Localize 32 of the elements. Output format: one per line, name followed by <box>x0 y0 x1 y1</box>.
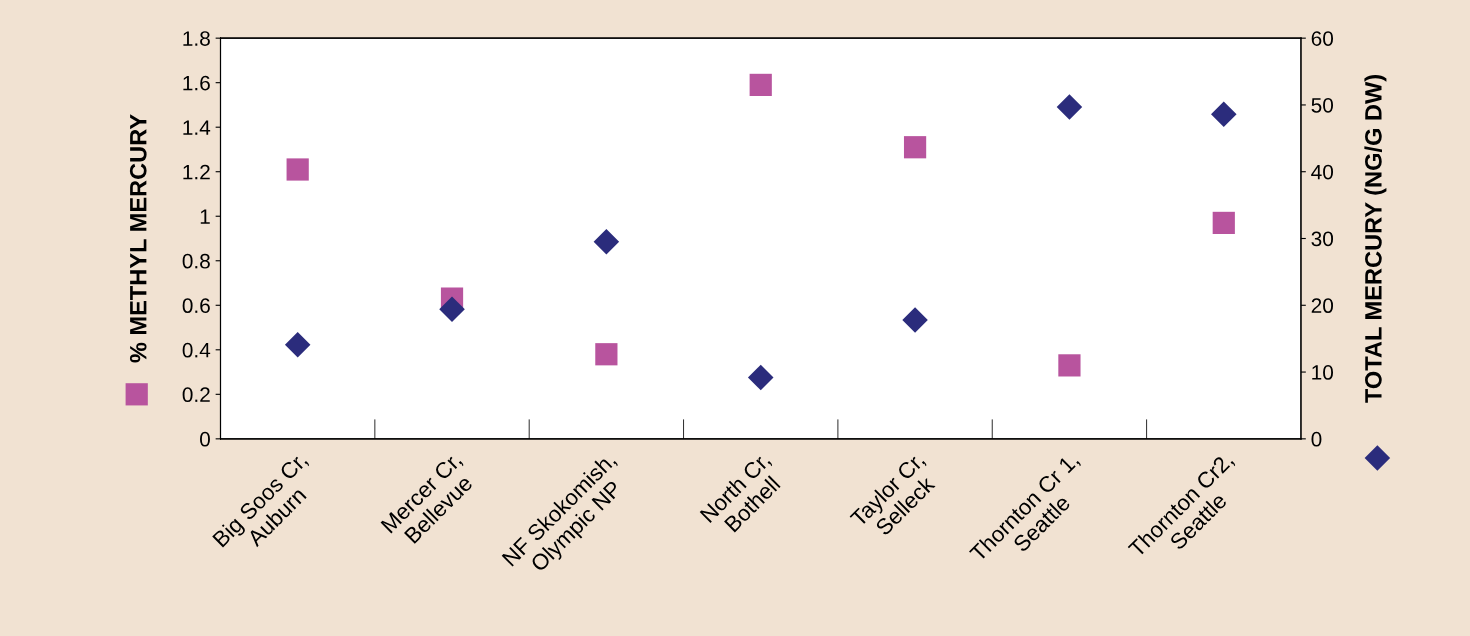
y-tick-label: 1 <box>200 209 210 224</box>
point <box>439 296 465 323</box>
y2-tick-label: 30 <box>1311 231 1334 247</box>
y2-tick-label: 10 <box>1312 365 1334 380</box>
y-tick-label: 0.2 <box>182 387 210 403</box>
y2-axis-title: TOTAL MERCURY (NG/G DW) <box>1364 75 1387 403</box>
point <box>593 229 620 255</box>
point <box>1058 354 1081 377</box>
y2-tick-label: 0 <box>1311 431 1322 447</box>
y-axis-title: % METHYL MERCURY <box>129 114 147 363</box>
y2-tick-label: 50 <box>1311 97 1334 113</box>
y-tick-label: 1.8 <box>183 31 210 46</box>
point <box>747 364 774 391</box>
y2-tick-label: 40 <box>1311 164 1334 180</box>
y-tick-label: 1.4 <box>183 120 211 135</box>
y-tick-label: 1.2 <box>183 164 210 180</box>
point <box>903 136 927 159</box>
point <box>286 158 309 181</box>
y-tick-label: 0.6 <box>182 298 210 314</box>
point <box>1211 101 1237 128</box>
point <box>1056 94 1083 120</box>
point <box>902 307 928 333</box>
point <box>284 331 311 358</box>
point <box>595 343 618 366</box>
y-tick-label: 0 <box>200 431 210 447</box>
point <box>1212 211 1235 235</box>
y-tick-label: 0.8 <box>182 253 210 269</box>
y-tick-label: 1.6 <box>183 75 210 91</box>
point <box>749 73 772 97</box>
y-tick-label: 0.4 <box>182 342 211 358</box>
y2-tick-label: 60 <box>1311 31 1334 46</box>
y2-tick-label: 20 <box>1311 298 1334 314</box>
